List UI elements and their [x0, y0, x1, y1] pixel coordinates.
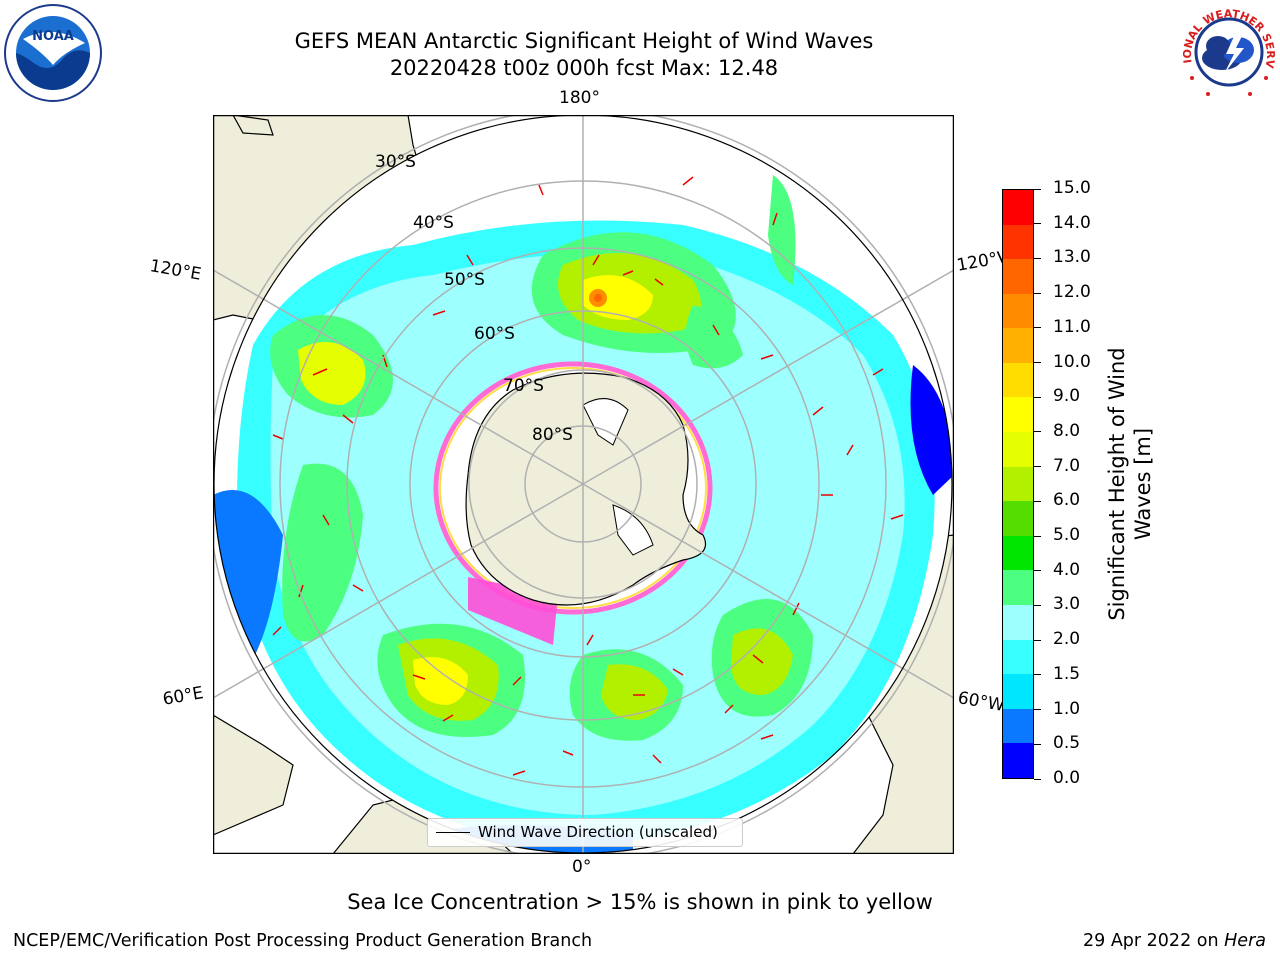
sea-ice-note: Sea Ice Concentration > 15% is shown in …	[347, 890, 933, 914]
colorbar-tick-mark	[1034, 500, 1041, 502]
colorbar-tick-label: 1.5	[1053, 663, 1081, 684]
lon-label-top: 180°	[559, 88, 600, 108]
lat-label-80s: 80°S	[532, 425, 573, 445]
lon-label-bottom: 0°	[572, 857, 592, 877]
colorbar-segment	[1003, 639, 1033, 675]
colorbar-tick-label: 4.0	[1053, 559, 1081, 580]
lon-label-lower-right: 60°W	[956, 688, 1005, 716]
colorbar-tick-mark	[1034, 466, 1041, 468]
colorbar-segment	[1003, 743, 1033, 778]
colorbar-tick-mark	[1034, 570, 1041, 572]
map-title: GEFS MEAN Antarctic Significant Height o…	[294, 29, 874, 53]
legend-label: Wind Wave Direction (unscaled)	[478, 823, 718, 841]
graticule	[213, 115, 954, 854]
lat-label-50s: 50°S	[444, 270, 485, 290]
colorbar-tick-label: 7.0	[1053, 455, 1081, 476]
colorbar-segment	[1003, 674, 1033, 709]
lat-label-40s: 40°S	[413, 213, 454, 233]
lon-label-upper-right: 120°W	[955, 248, 1005, 276]
colorbar-tick-mark	[1034, 604, 1041, 606]
colorbar-tick-label: 15.0	[1053, 178, 1091, 198]
colorbar-segment	[1003, 189, 1033, 225]
colorbar-tick-mark	[1034, 327, 1041, 329]
colorbar-tick-label: 3.0	[1053, 594, 1081, 615]
colorbar-tick-label: 1.0	[1053, 698, 1081, 719]
colorbar-tick-label: 8.0	[1053, 420, 1081, 441]
legend-line-swatch	[436, 832, 470, 833]
colorbar-segment	[1003, 259, 1033, 294]
colorbar-tick-mark	[1034, 778, 1041, 780]
footer-branch: NCEP/EMC/Verification Post Processing Pr…	[13, 931, 593, 951]
lon-label-upper-left: 120°E	[148, 256, 203, 285]
colorbar-segment	[1003, 535, 1033, 571]
colorbar-tick-label: 6.0	[1053, 490, 1081, 511]
colorbar-segment	[1003, 432, 1033, 467]
colorbar-tick-label: 11.0	[1053, 316, 1091, 337]
colorbar-tick-mark	[1034, 431, 1041, 433]
colorbar-tick-mark	[1034, 223, 1041, 225]
colorbar-tick-mark	[1034, 362, 1041, 364]
colorbar-tick-mark	[1034, 709, 1041, 711]
colorbar-tick-mark	[1034, 257, 1041, 259]
colorbar-tick-label: 13.0	[1053, 247, 1091, 268]
colorbar-segment	[1003, 397, 1033, 433]
colorbar-tick-mark	[1034, 639, 1041, 641]
colorbar-tick-label: 9.0	[1053, 386, 1081, 407]
footer-host: Hera	[1224, 931, 1266, 951]
colorbar	[1002, 189, 1034, 779]
colorbar-segment	[1003, 708, 1033, 744]
lat-label-60s: 60°S	[474, 324, 515, 344]
wind-wave-arrows	[272, 176, 904, 776]
colorbar-tick-label: 0.5	[1053, 733, 1081, 754]
map-legend: Wind Wave Direction (unscaled)	[427, 818, 743, 847]
colorbar-segment	[1003, 362, 1033, 398]
footer-date-text: 29 Apr 2022 on	[1083, 931, 1225, 951]
map-panel	[212, 114, 955, 855]
colorbar-tick-mark	[1034, 674, 1041, 676]
colorbar-tick-label: 14.0	[1053, 212, 1091, 233]
svg-text:NOAA: NOAA	[32, 29, 74, 44]
colorbar-segment	[1003, 570, 1033, 606]
colorbar-segment	[1003, 224, 1033, 260]
colorbar-segment	[1003, 605, 1033, 640]
colorbar-tick-mark	[1034, 188, 1041, 190]
footer-date: 29 Apr 2022 on Hera	[1083, 931, 1266, 951]
nws-logo: NATIONAL WEATHER SERVICE	[1173, 0, 1280, 102]
colorbar-tick-label: 0.0	[1053, 768, 1081, 788]
colorbar-segment	[1003, 466, 1033, 502]
colorbar-tick-label: 5.0	[1053, 525, 1081, 546]
colorbar-segment	[1003, 293, 1033, 329]
wave-field	[214, 115, 952, 853]
lat-label-30s: 30°S	[375, 152, 416, 172]
colorbar-tick-label: 10.0	[1053, 351, 1091, 372]
colorbar-tick-mark	[1034, 396, 1041, 398]
colorbar-tick-label: 2.0	[1053, 629, 1081, 650]
lon-label-lower-left: 60°E	[161, 683, 205, 710]
colorbar-tick-mark	[1034, 535, 1041, 537]
colorbar-tick-label: 12.0	[1053, 282, 1091, 303]
colorbar-segment	[1003, 501, 1033, 536]
colorbar-tick-mark	[1034, 292, 1041, 294]
lat-label-70s: 70°S	[503, 376, 544, 396]
polar-map	[212, 114, 955, 855]
colorbar-tick-mark	[1034, 743, 1041, 745]
colorbar-segment	[1003, 328, 1033, 363]
map-subtitle: 20220428 t00z 000h fcst Max: 12.48	[389, 56, 779, 80]
noaa-logo: NOAA	[3, 3, 103, 103]
